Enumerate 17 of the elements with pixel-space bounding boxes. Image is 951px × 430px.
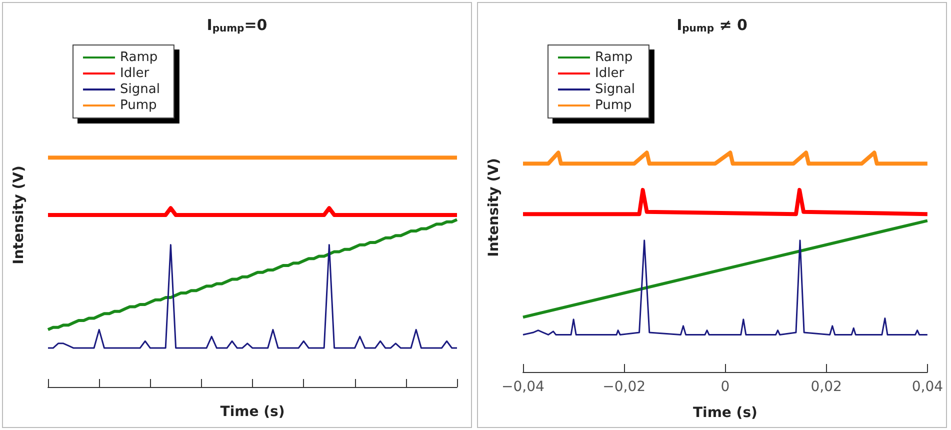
- legend-label: Ramp: [120, 50, 158, 65]
- y-axis-title: Intensity (V): [486, 158, 502, 257]
- x-tick-label: 0,02: [810, 379, 842, 395]
- legend-label: Signal: [120, 82, 160, 97]
- x-tick-label: 0: [720, 379, 730, 395]
- x-tick-label: −0,02: [602, 379, 646, 395]
- legend-label: Signal: [595, 82, 635, 97]
- legend-label: Pump: [595, 98, 632, 113]
- x-axis-title: Time (s): [220, 404, 285, 420]
- x-tick-label: 0,04: [912, 379, 944, 395]
- legend-label: Idler: [120, 66, 150, 81]
- x-axis-title: Time (s): [692, 405, 758, 421]
- legend-label: Pump: [120, 98, 157, 113]
- legend-label: Idler: [595, 66, 625, 81]
- y-axis-title: Intensity (V): [11, 166, 27, 264]
- x-tick-label: −0,04: [502, 379, 545, 395]
- legend-label: Ramp: [595, 50, 633, 65]
